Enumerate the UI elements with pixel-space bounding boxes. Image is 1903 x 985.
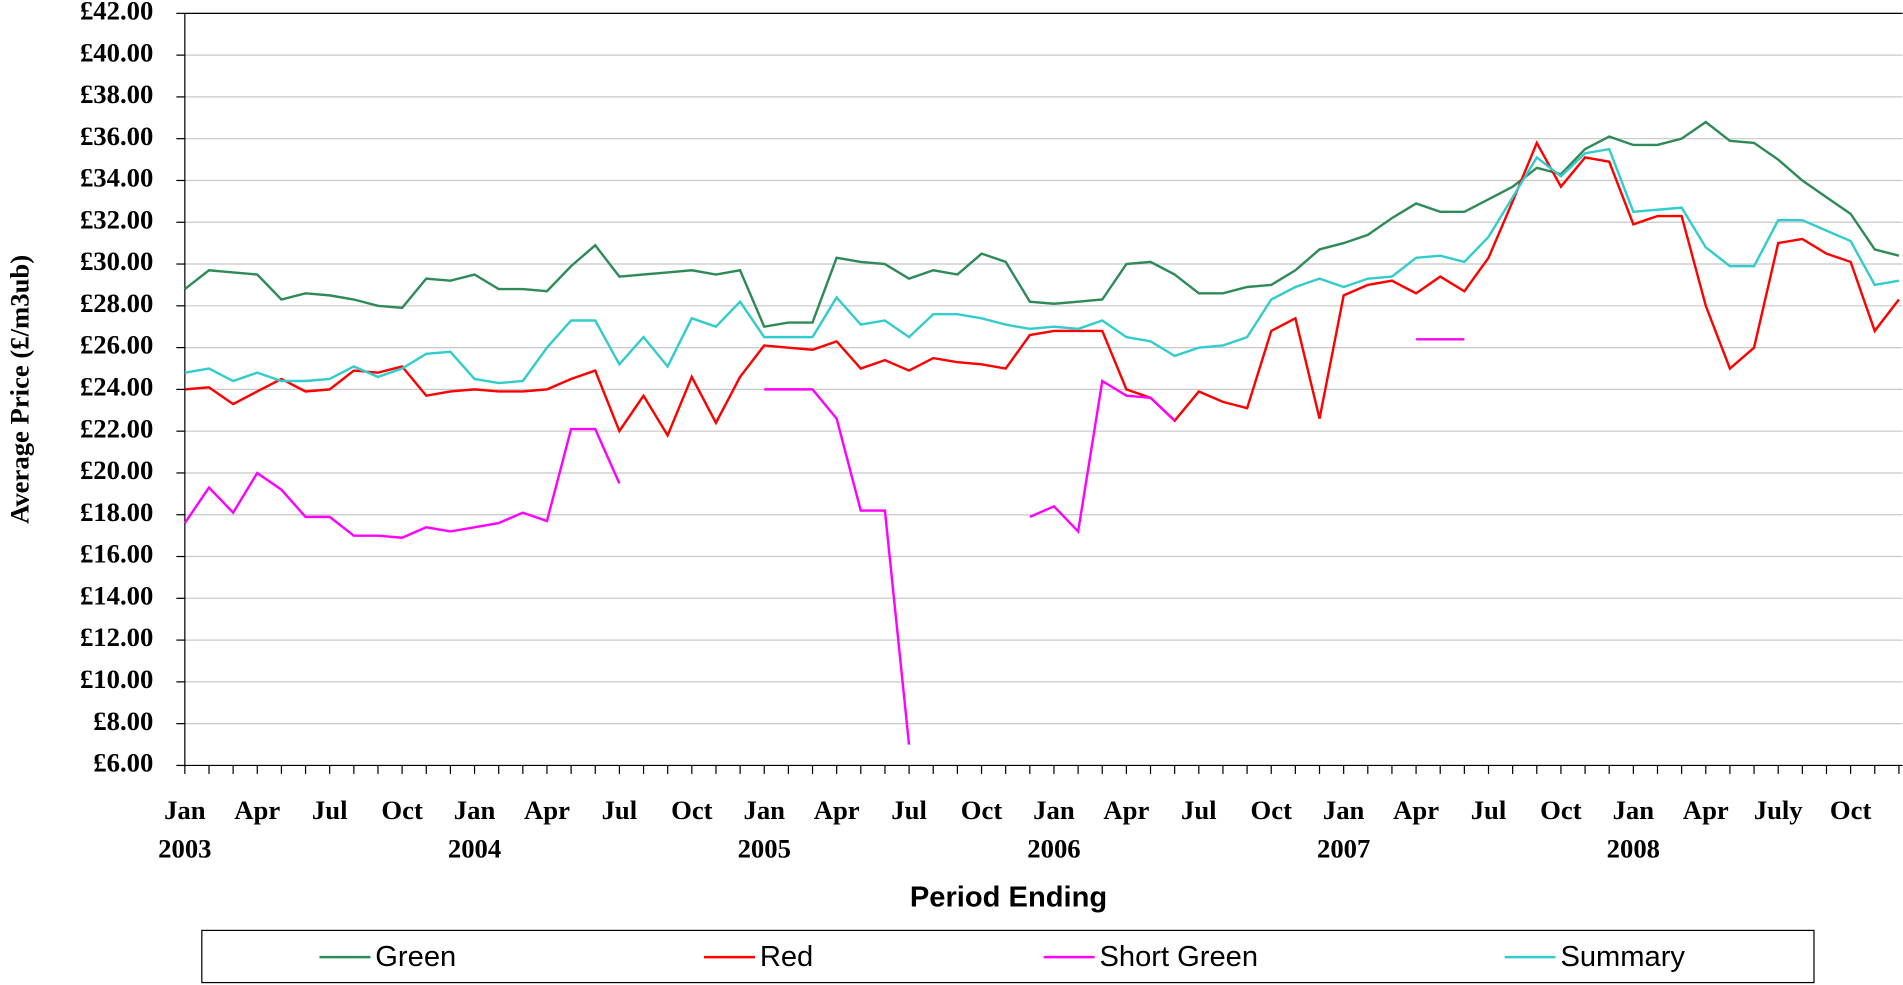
x-tick-label: Oct bbox=[1540, 795, 1582, 825]
y-tick-label: £14.00 bbox=[80, 580, 153, 610]
x-tick-label: Jul bbox=[891, 795, 927, 825]
x-axis-title: Period Ending bbox=[910, 882, 1107, 914]
x-tick-label: Jul bbox=[602, 795, 638, 825]
year-label: 2003 bbox=[158, 834, 211, 864]
y-tick-label: £16.00 bbox=[80, 539, 153, 569]
y-tick-label: £32.00 bbox=[80, 204, 153, 234]
year-label: 2006 bbox=[1027, 834, 1080, 864]
y-tick-label: £24.00 bbox=[80, 372, 153, 402]
x-tick-label: Oct bbox=[671, 795, 713, 825]
legend-label: Green bbox=[375, 941, 456, 973]
series-line bbox=[184, 140, 1900, 439]
y-tick-label: £34.00 bbox=[80, 163, 153, 193]
series-line bbox=[184, 120, 1900, 329]
x-tick-label: Jan bbox=[164, 795, 206, 825]
legend-label: Red bbox=[760, 941, 813, 973]
y-tick-label: £40.00 bbox=[80, 37, 153, 67]
y-tick-label: £12.00 bbox=[80, 622, 153, 652]
y-tick-label: £36.00 bbox=[80, 121, 153, 151]
x-tick-label: Apr bbox=[1683, 795, 1729, 825]
x-tick-label: Jul bbox=[1181, 795, 1217, 825]
legend-label: Summary bbox=[1560, 941, 1685, 973]
x-tick-label: Jan bbox=[1033, 795, 1075, 825]
y-tick-label: £8.00 bbox=[93, 706, 153, 736]
x-tick-label: Apr bbox=[1393, 795, 1439, 825]
x-tick-label: Oct bbox=[381, 795, 423, 825]
x-tick-label: Oct bbox=[1250, 795, 1292, 825]
y-tick-label: £28.00 bbox=[80, 288, 153, 318]
x-tick-label: Jan bbox=[454, 795, 496, 825]
x-tick-label: July bbox=[1754, 795, 1804, 825]
year-label: 2004 bbox=[448, 834, 501, 864]
year-label: 2007 bbox=[1317, 834, 1370, 864]
legend-box bbox=[201, 929, 1815, 984]
x-tick-label: Jul bbox=[312, 795, 348, 825]
y-tick-label: £22.00 bbox=[80, 413, 153, 443]
y-tick-label: £10.00 bbox=[80, 664, 153, 694]
year-label: 2008 bbox=[1607, 834, 1660, 864]
y-tick-label: £18.00 bbox=[80, 497, 153, 527]
x-tick-label: Apr bbox=[814, 795, 860, 825]
y-tick-label: £30.00 bbox=[80, 246, 153, 276]
y-tick-label: £38.00 bbox=[80, 79, 153, 109]
x-tick-label: Jul bbox=[1471, 795, 1507, 825]
x-tick-label: Jan bbox=[743, 795, 785, 825]
y-axis-title: Average Price (£/m3ub) bbox=[4, 255, 34, 524]
y-tick-label: £6.00 bbox=[93, 748, 153, 778]
x-tick-label: Oct bbox=[961, 795, 1003, 825]
year-label: 2005 bbox=[738, 834, 791, 864]
x-tick-label: Oct bbox=[1830, 795, 1872, 825]
legend-label: Short Green bbox=[1099, 941, 1258, 973]
x-tick-label: Jan bbox=[1613, 795, 1655, 825]
x-tick-label: Apr bbox=[524, 795, 570, 825]
y-tick-label: £20.00 bbox=[80, 455, 153, 485]
series-line bbox=[184, 147, 1900, 385]
x-tick-label: Apr bbox=[234, 795, 280, 825]
series-line bbox=[183, 338, 1465, 745]
x-tick-label: Apr bbox=[1103, 795, 1149, 825]
x-tick-label: Jan bbox=[1323, 795, 1365, 825]
y-tick-label: £42.00 bbox=[80, 0, 153, 25]
y-tick-label: £26.00 bbox=[80, 330, 153, 360]
